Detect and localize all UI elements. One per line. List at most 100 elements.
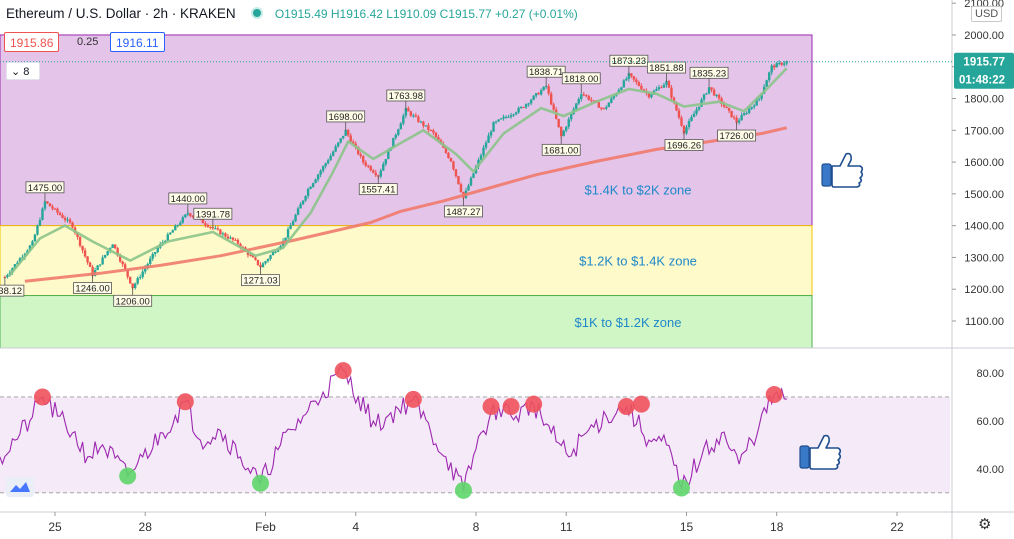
price-label: 1557.41	[358, 175, 398, 196]
candle-body	[429, 129, 433, 131]
candle-body	[422, 121, 425, 126]
thumbs-up-icon-rsi	[799, 434, 842, 470]
candle-body	[717, 94, 721, 99]
candle-body	[369, 166, 372, 171]
candle-body	[710, 87, 713, 90]
candle-body	[454, 169, 458, 177]
candle-body	[640, 85, 643, 90]
candle-body	[672, 97, 676, 102]
candle-body	[757, 98, 761, 100]
candle-body	[773, 65, 776, 68]
candle-body	[334, 146, 337, 152]
price-label-text: 1440.00	[171, 194, 205, 205]
overbought-marker	[334, 362, 352, 380]
overbought-marker	[502, 398, 520, 416]
candle-body	[507, 116, 510, 118]
price-label: 1818.00	[561, 72, 601, 93]
candle-body	[269, 255, 272, 259]
candle-body	[509, 115, 513, 117]
sell-price-button[interactable]: 1915.86	[4, 32, 60, 52]
price-tick-label: 1300.00	[964, 252, 1004, 264]
price-label: 1206.00	[113, 287, 153, 307]
market-open-icon	[253, 9, 262, 17]
candle-body	[186, 213, 190, 215]
price-label-box	[386, 89, 426, 102]
symbol-title[interactable]: Ethereum / U.S. Dollar · 2h · KRAKEN	[6, 6, 236, 21]
candle-body	[171, 230, 174, 233]
candle-body	[770, 65, 773, 73]
candle-body	[229, 237, 232, 239]
candle-body	[181, 217, 185, 223]
price-label: 1238.12	[0, 277, 25, 297]
candle-body	[234, 239, 237, 241]
price-label-text: 1726.00	[719, 131, 753, 142]
candle-body	[304, 196, 307, 201]
thumbs-up-icon	[821, 152, 864, 188]
candle-body	[206, 225, 210, 227]
candle-body	[557, 118, 560, 128]
candle-body	[176, 225, 179, 227]
price-label-box	[444, 205, 483, 218]
candle-body	[61, 214, 64, 218]
candle-body	[585, 95, 588, 97]
candle-body	[254, 257, 257, 260]
candle-body	[449, 157, 453, 162]
candle-body	[479, 155, 483, 160]
price-label: 1835.23	[689, 66, 729, 88]
candle-body	[502, 116, 505, 119]
thumb-hand	[831, 152, 864, 188]
buy-price-button[interactable]: 1916.11	[110, 32, 165, 52]
candle-body	[321, 166, 325, 171]
candle-body	[306, 188, 310, 197]
time-tick-label: Feb	[255, 520, 276, 534]
candle-body	[785, 61, 788, 64]
candle-body	[46, 201, 49, 204]
candle-body	[419, 121, 423, 123]
candle-body	[544, 86, 548, 88]
price-label: 1698.00	[326, 110, 366, 131]
price-label-text: 1475.00	[28, 183, 62, 194]
overbought-marker	[632, 395, 650, 413]
indicators-toggle[interactable]: ⌄ 8	[6, 62, 40, 80]
candle-body	[570, 113, 573, 120]
price-tick-label: 1700.00	[964, 125, 1004, 137]
candle-body	[128, 276, 132, 284]
time-tick-label: 18	[770, 520, 784, 534]
candle-body	[742, 113, 746, 116]
candle-body	[256, 259, 260, 265]
candle-body	[682, 125, 686, 134]
candle-body	[590, 99, 593, 101]
candle-body	[136, 277, 139, 284]
candle-body	[692, 113, 696, 118]
candle-body	[68, 219, 72, 223]
candle-body	[201, 219, 205, 224]
price-label-box	[25, 181, 65, 194]
candle-body	[88, 262, 92, 267]
candle-body	[271, 252, 275, 256]
candle-body	[184, 214, 187, 218]
gear-icon[interactable]: ⚙	[978, 516, 992, 533]
candle-body	[783, 63, 786, 65]
tradingview-logo-icon[interactable]	[6, 477, 34, 497]
candle-body	[209, 226, 212, 228]
rsi-tick-label: 60.00	[976, 416, 1004, 428]
candle-body	[214, 228, 217, 230]
candle-body	[394, 134, 398, 138]
candle-body	[13, 264, 17, 269]
price-label: 1681.00	[541, 136, 581, 156]
candle-body	[532, 95, 535, 100]
currency-label[interactable]: USD	[971, 6, 1003, 22]
price-label-box	[561, 72, 601, 85]
candle-body	[357, 146, 360, 155]
candle-body	[778, 62, 781, 64]
candle-body	[31, 241, 34, 246]
candle-body	[53, 208, 57, 210]
candle-body	[118, 255, 122, 262]
price-label: 1873.23	[609, 54, 649, 76]
candle-body	[660, 87, 663, 89]
candle-body	[727, 108, 731, 111]
price-label-box	[326, 110, 366, 123]
price-label-box	[664, 139, 704, 151]
candle-body	[524, 104, 528, 108]
